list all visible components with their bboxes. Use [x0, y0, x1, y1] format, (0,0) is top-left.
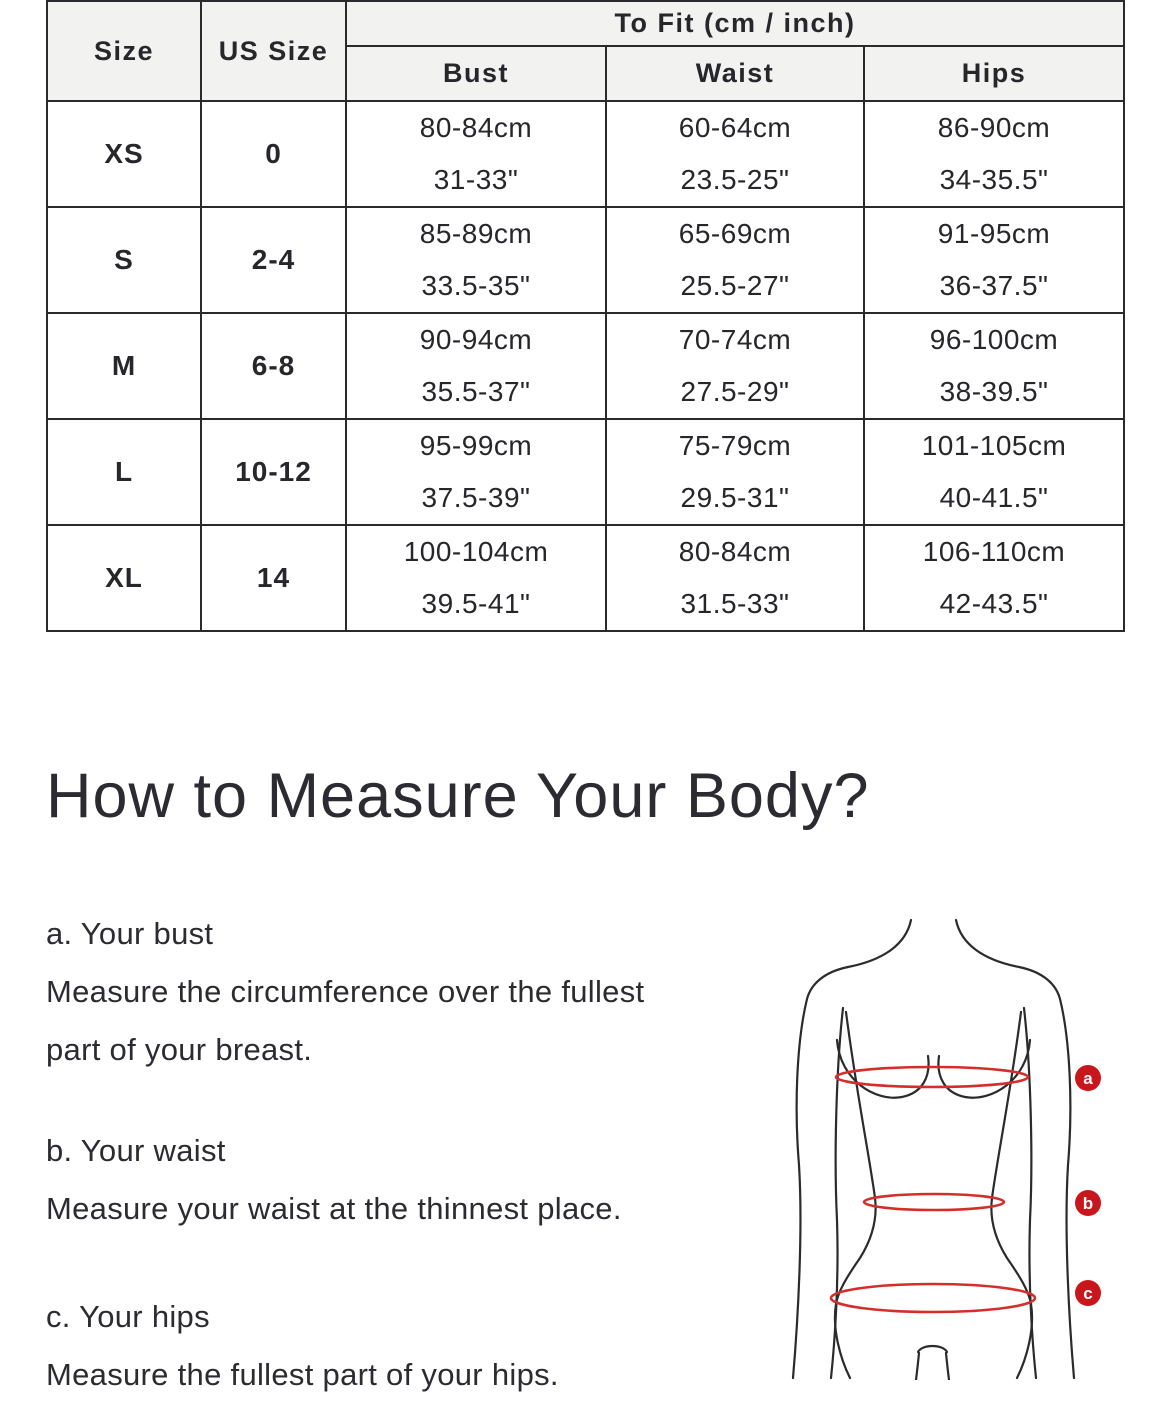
label-c-text: c	[1083, 1284, 1092, 1303]
bust-cm: 95-99cm	[419, 430, 533, 461]
bust-cell: 85-89cm 33.5-35"	[345, 206, 607, 314]
hips-cm: 86-90cm	[937, 112, 1051, 143]
waist-inch: 29.5-31"	[680, 482, 790, 513]
bust-cm: 100-104cm	[403, 536, 549, 567]
torso-outline	[791, 918, 1076, 1380]
hips-inch: 40-41.5"	[939, 482, 1049, 513]
label-b-text: b	[1083, 1194, 1093, 1213]
waist-cell: 75-79cm 29.5-31"	[605, 418, 865, 526]
waist-measurement-line	[862, 1192, 1006, 1212]
column-header-size: Size	[46, 0, 202, 102]
table-row-l: L 10-12 95-99cm 37.5-39" 75-79cm 29.5-31…	[46, 418, 1126, 526]
table-row-xl: XL 14 100-104cm 39.5-41" 80-84cm 31.5-33…	[46, 524, 1126, 632]
waist-inch: 23.5-25"	[680, 164, 790, 195]
hips-cell: 96-100cm 38-39.5"	[862, 312, 1126, 420]
instruction-waist-line1: Measure your waist at the thinnest place…	[46, 1191, 622, 1226]
instruction-bust-line2: part of your breast.	[46, 1032, 313, 1067]
diagram-label-badges: a b c	[1075, 1065, 1101, 1306]
waist-cm: 60-64cm	[678, 112, 792, 143]
label-c-badge	[1075, 1280, 1101, 1306]
waist-cm: 70-74cm	[678, 324, 792, 355]
instruction-hips-title: c. Your hips	[46, 1299, 210, 1334]
instruction-hips: c. Your hips Measure the fullest part of…	[46, 1288, 806, 1404]
size-cell: M	[46, 312, 202, 420]
bust-inch: 37.5-39"	[421, 482, 531, 513]
hips-cm: 91-95cm	[937, 218, 1051, 249]
label-b-badge	[1075, 1190, 1101, 1216]
hips-inch: 36-37.5"	[939, 270, 1049, 301]
instruction-bust: a. Your bust Measure the circumference o…	[46, 905, 806, 1079]
hips-inch: 42-43.5"	[939, 588, 1049, 619]
hips-cm: 96-100cm	[929, 324, 1059, 355]
size-cell: S	[46, 206, 202, 314]
us-size-cell: 14	[200, 524, 347, 632]
size-chart-table: Size US Size To Fit (cm / inch) Bust Wai…	[46, 0, 1126, 632]
bust-measurement-line	[834, 1065, 1030, 1089]
hips-cell: 91-95cm 36-37.5"	[862, 206, 1126, 314]
waist-inch: 27.5-29"	[680, 376, 790, 407]
waist-cm: 80-84cm	[678, 536, 792, 567]
hips-inch: 34-35.5"	[939, 164, 1049, 195]
hips-measurement-line	[829, 1282, 1037, 1314]
instruction-bust-title: a. Your bust	[46, 916, 214, 951]
size-cell: L	[46, 418, 202, 526]
hips-cell: 106-110cm 42-43.5"	[862, 524, 1126, 632]
hips-cm: 106-110cm	[922, 536, 1066, 567]
hips-inch: 38-39.5"	[939, 376, 1049, 407]
instruction-waist: b. Your waist Measure your waist at the …	[46, 1122, 806, 1238]
us-size-cell: 6-8	[200, 312, 347, 420]
table-row-m: M 6-8 90-94cm 35.5-37" 70-74cm 27.5-29" …	[46, 312, 1126, 420]
bust-inch: 31-33"	[433, 164, 519, 195]
bust-cell: 90-94cm 35.5-37"	[345, 312, 607, 420]
table-row-s: S 2-4 85-89cm 33.5-35" 65-69cm 25.5-27" …	[46, 206, 1126, 314]
waist-cell: 70-74cm 27.5-29"	[605, 312, 865, 420]
waist-inch: 31.5-33"	[680, 588, 790, 619]
table-row-xs: XS 0 80-84cm 31-33" 60-64cm 23.5-25" 86-…	[46, 100, 1126, 208]
column-header-to-fit: To Fit (cm / inch)	[344, 0, 1126, 47]
bust-cm: 90-94cm	[419, 324, 533, 355]
bust-inch: 39.5-41"	[421, 588, 531, 619]
waist-cell: 65-69cm 25.5-27"	[605, 206, 865, 314]
label-a-badge	[1075, 1065, 1101, 1091]
instruction-waist-title: b. Your waist	[46, 1133, 226, 1168]
column-header-bust: Bust	[345, 45, 607, 102]
waist-cell: 60-64cm 23.5-25"	[605, 100, 865, 208]
bust-cell: 80-84cm 31-33"	[345, 100, 607, 208]
bust-inch: 33.5-35"	[421, 270, 531, 301]
size-cell: XL	[46, 524, 202, 632]
us-size-cell: 2-4	[200, 206, 347, 314]
waist-cm: 75-79cm	[678, 430, 792, 461]
instruction-hips-line1: Measure the fullest part of your hips.	[46, 1357, 559, 1392]
waist-cell: 80-84cm 31.5-33"	[605, 524, 865, 632]
us-size-cell: 0	[200, 100, 347, 208]
page-title: How to Measure Your Body?	[46, 761, 870, 831]
column-header-hips: Hips	[862, 45, 1126, 102]
instruction-bust-line1: Measure the circumference over the fulle…	[46, 974, 645, 1009]
bust-cell: 100-104cm 39.5-41"	[345, 524, 607, 632]
bust-cm: 85-89cm	[419, 218, 533, 249]
bust-cell: 95-99cm 37.5-39"	[345, 418, 607, 526]
hips-cell: 101-105cm 40-41.5"	[862, 418, 1126, 526]
column-header-waist: Waist	[605, 45, 865, 102]
bust-cm: 80-84cm	[419, 112, 533, 143]
waist-inch: 25.5-27"	[680, 270, 790, 301]
label-a-text: a	[1083, 1069, 1093, 1088]
size-cell: XS	[46, 100, 202, 208]
hips-cell: 86-90cm 34-35.5"	[862, 100, 1126, 208]
waist-cm: 65-69cm	[678, 218, 792, 249]
body-measurement-diagram: a b c	[791, 918, 1101, 1380]
bust-inch: 35.5-37"	[421, 376, 531, 407]
us-size-cell: 10-12	[200, 418, 347, 526]
column-header-us-size: US Size	[200, 0, 347, 102]
hips-cm: 101-105cm	[921, 430, 1067, 461]
